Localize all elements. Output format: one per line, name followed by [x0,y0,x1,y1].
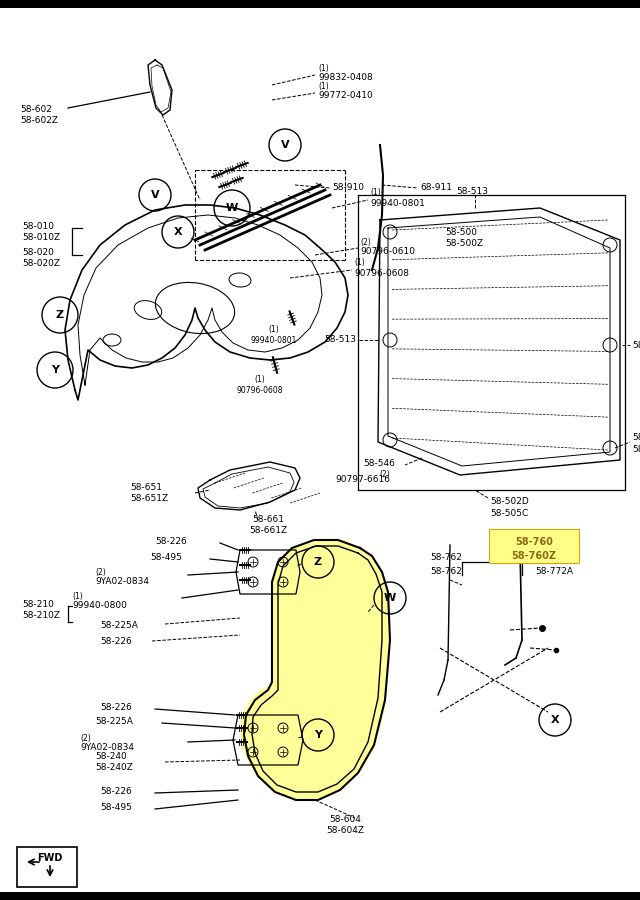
Text: 99772-0410: 99772-0410 [318,92,372,101]
Text: 58-502C: 58-502C [632,433,640,442]
Text: (1)
99940-0801: (1) 99940-0801 [251,325,297,345]
Text: 58-513: 58-513 [632,340,640,349]
Text: FWD: FWD [37,853,63,863]
Text: (1): (1) [318,64,329,73]
FancyBboxPatch shape [489,529,579,563]
Text: V: V [281,140,289,150]
Text: 58-762: 58-762 [430,568,462,577]
Text: Y: Y [51,365,59,375]
Text: X: X [173,227,182,237]
Text: 58-651
58-651Z: 58-651 58-651Z [130,483,168,503]
Text: 58-010
58-010Z: 58-010 58-010Z [22,222,60,242]
Text: (1)
90796-0608: (1) 90796-0608 [237,375,284,395]
Text: 58-240
58-240Z: 58-240 58-240Z [95,752,133,771]
Text: X: X [550,715,559,725]
Text: Z: Z [314,557,322,567]
Text: (1): (1) [72,591,83,600]
Text: 58-513: 58-513 [456,187,488,196]
Text: (2): (2) [95,568,106,577]
Text: (1): (1) [370,188,381,197]
Text: 58-772A: 58-772A [535,568,573,577]
Text: 99940-0800: 99940-0800 [72,601,127,610]
FancyBboxPatch shape [17,847,77,887]
Text: 90797-6616: 90797-6616 [335,475,390,484]
Text: (2): (2) [380,470,390,479]
Text: 68-911: 68-911 [420,183,452,192]
Text: 58-495: 58-495 [150,554,182,562]
Text: 58-602
58-602Z: 58-602 58-602Z [20,105,58,125]
Text: 58-020
58-020Z: 58-020 58-020Z [22,248,60,267]
Text: 58-546: 58-546 [363,458,395,467]
Text: 58-225A: 58-225A [95,717,133,726]
Text: (2): (2) [80,734,91,742]
Text: (1): (1) [318,82,329,91]
Text: 99940-0801: 99940-0801 [370,199,425,208]
Text: W: W [384,593,396,603]
Text: Y: Y [314,730,322,740]
Text: 58-500
58-500Z: 58-500 58-500Z [445,229,483,248]
Polygon shape [240,538,390,800]
Text: 58-226: 58-226 [100,788,132,796]
Text: W: W [226,203,238,213]
Bar [0,892,640,900]
Text: 58-910: 58-910 [332,183,364,192]
Text: 58-226: 58-226 [100,704,132,713]
Text: V: V [150,190,159,200]
Text: 58-760: 58-760 [515,537,553,547]
Text: 58-226: 58-226 [100,637,132,646]
Text: (2): (2) [360,238,371,247]
Text: (1): (1) [354,258,365,267]
Text: 58-225A: 58-225A [100,620,138,629]
Text: 58-604
58-604Z: 58-604 58-604Z [326,815,364,834]
Text: 58-513: 58-513 [324,336,356,345]
Text: 9YA02-0834: 9YA02-0834 [95,578,149,587]
Text: 58-762: 58-762 [430,554,462,562]
Text: 90796-0608: 90796-0608 [354,268,409,277]
Text: 9YA02-0834: 9YA02-0834 [80,743,134,752]
Text: 90796-0610: 90796-0610 [360,248,415,256]
Text: 58-210
58-210Z: 58-210 58-210Z [22,600,60,620]
Text: 58-505C: 58-505C [632,445,640,454]
Bar [0,0,640,8]
Text: 58-661
58-661Z: 58-661 58-661Z [249,516,287,535]
Text: 58-495: 58-495 [100,804,132,813]
Text: 99832-0408: 99832-0408 [318,74,372,83]
Text: 58-502D: 58-502D [490,498,529,507]
Text: 58-760Z: 58-760Z [511,551,557,561]
Text: 58-226: 58-226 [155,537,187,546]
Text: 58-505C: 58-505C [490,509,528,518]
Text: Z: Z [56,310,64,320]
